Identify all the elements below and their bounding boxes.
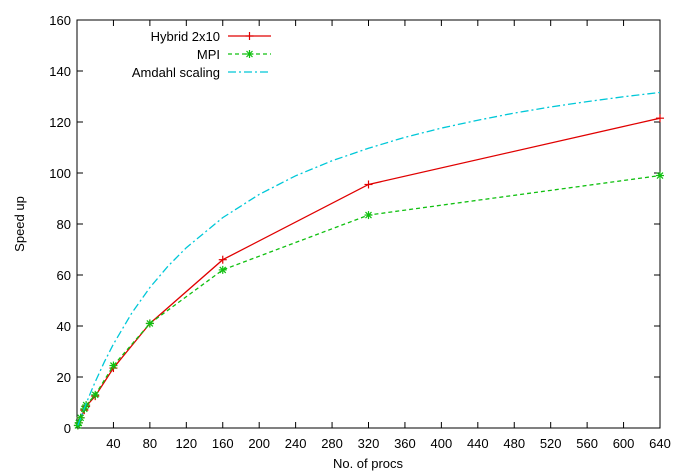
data-point — [145, 319, 154, 328]
x-tick-label: 600 — [613, 436, 635, 451]
legend-label: Hybrid 2x10 — [151, 29, 220, 44]
series-line-hybrid-2x10 — [77, 117, 661, 426]
x-tick-label: 40 — [106, 436, 120, 451]
y-tick-label: 40 — [57, 319, 71, 334]
y-tick-label: 160 — [49, 13, 71, 28]
legend-marker — [245, 32, 254, 40]
y-tick-label: 140 — [49, 64, 71, 79]
data-point — [656, 114, 664, 123]
y-tick-label: 60 — [57, 268, 71, 283]
data-point — [76, 413, 85, 422]
x-tick-label: 200 — [248, 436, 270, 451]
x-tick-label: 320 — [358, 436, 380, 451]
y-tick-label: 20 — [57, 370, 71, 385]
legend-label: MPI — [197, 47, 220, 62]
x-tick-label: 400 — [431, 436, 453, 451]
data-point — [364, 211, 373, 220]
legend-marker — [245, 50, 254, 58]
data-point — [656, 171, 664, 180]
data-point — [218, 265, 227, 274]
x-tick-label: 480 — [503, 436, 525, 451]
data-point — [218, 255, 227, 264]
x-tick-label: 360 — [394, 436, 416, 451]
x-tick-label: 280 — [321, 436, 343, 451]
x-tick-label: 560 — [576, 436, 598, 451]
x-tick-label: 160 — [212, 436, 234, 451]
y-tick-label: 100 — [49, 166, 71, 181]
x-tick-label: 120 — [175, 436, 197, 451]
legend-label: Amdahl scaling — [132, 65, 220, 80]
y-tick-label: 120 — [49, 115, 71, 130]
series-layer — [73, 91, 664, 430]
series-line-amdahl-scaling — [77, 91, 661, 426]
x-tick-label: 640 — [649, 436, 671, 451]
data-point — [109, 361, 118, 370]
data-point — [364, 180, 373, 189]
data-point — [91, 390, 100, 399]
x-tick-label: 520 — [540, 436, 562, 451]
x-tick-label: 80 — [143, 436, 157, 451]
y-tick-label: 0 — [64, 421, 71, 436]
legend: Hybrid 2x10 MPI Amdahl scaling — [132, 29, 271, 80]
x-axis-label: No. of procs — [333, 456, 404, 471]
axis-ticks: 0 20 40 60 80 100 120 140 160 40 80 120 160 200 240 280… — [49, 13, 671, 451]
x-tick-label: 240 — [285, 436, 307, 451]
plot-frame — [76, 19, 661, 429]
x-tick-label: 440 — [467, 436, 489, 451]
y-tick-label: 80 — [57, 217, 71, 232]
y-axis-label: Speed up — [12, 196, 27, 252]
